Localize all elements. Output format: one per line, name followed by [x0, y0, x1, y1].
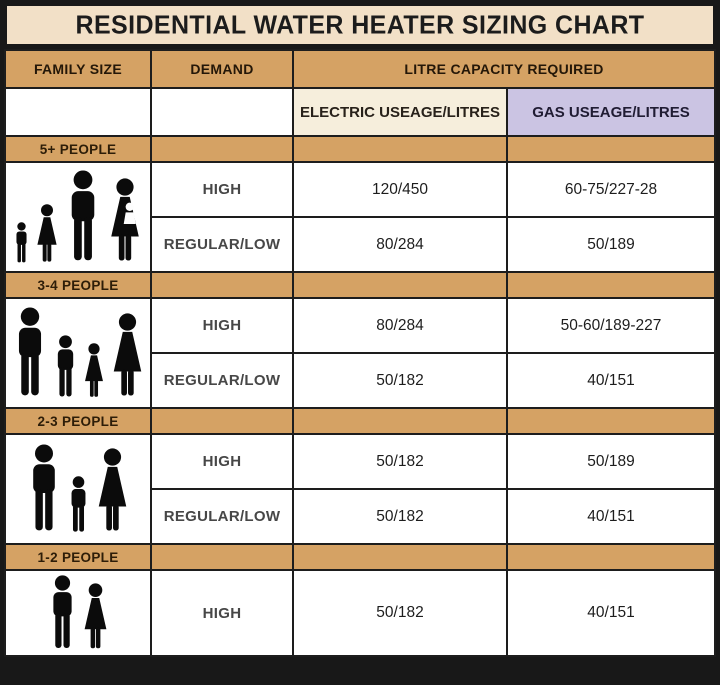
band-row-5plus: 5+ PEOPLE: [4, 135, 716, 163]
band-row-2-3: 2-3 PEOPLE: [4, 407, 716, 435]
person-man-icon: [11, 307, 49, 399]
band-spacer: [506, 407, 716, 435]
person-man-icon: [63, 170, 103, 264]
person-woman-icon: [109, 313, 146, 399]
table-row: HIGH 80/284 50-60/189-227: [4, 297, 716, 409]
demand-cell: HIGH: [150, 569, 294, 657]
person-man-icon: [47, 575, 78, 651]
electric-value-cell: 50/182: [292, 433, 508, 490]
person-girl-icon: [34, 204, 60, 264]
band-row-3-4: 3-4 PEOPLE: [4, 271, 716, 299]
family-size-band-label: 2-3 PEOPLE: [4, 407, 152, 435]
table-row: HIGH 50/182 50/189: [4, 433, 716, 545]
table-row: HIGH 120/450 60-75/227-28: [4, 161, 716, 273]
demand-cell: HIGH: [150, 297, 294, 354]
electric-value-cell: 50/182: [292, 569, 508, 657]
band-spacer: [150, 543, 294, 571]
subheader-gas: GAS USEAGE/LITRES: [506, 87, 716, 137]
electric-value-cell: 50/182: [292, 488, 508, 545]
person-toddler-icon: [12, 222, 31, 264]
band-spacer: [150, 135, 294, 163]
header-row: FAMILY SIZE DEMAND LITRE CAPACITY REQUIR…: [4, 49, 716, 89]
table-row: REGULAR/LOW 50/182 40/151: [5, 488, 716, 545]
gas-value-cell: 50/189: [506, 216, 716, 273]
demand-cell: HIGH: [150, 161, 294, 218]
band-spacer: [150, 271, 294, 299]
person-woman-icon: [81, 583, 110, 651]
family-2-3-icon: [6, 444, 150, 534]
band-spacer: [150, 407, 294, 435]
gas-value-cell: 50/189: [506, 433, 716, 490]
page-title: RESIDENTIAL WATER HEATER SIZING CHART: [75, 9, 645, 40]
band-spacer: [506, 543, 716, 571]
chart-title-bar: RESIDENTIAL WATER HEATER SIZING CHART: [5, 4, 715, 46]
electric-value-cell: 80/284: [292, 297, 508, 354]
person-woman-icon: [94, 448, 131, 534]
family-size-band-label: 5+ PEOPLE: [4, 135, 152, 163]
band-spacer: [292, 271, 508, 299]
table-row: HIGH 50/182 40/151: [4, 569, 716, 657]
subheader-row: ELECTRIC USEAGE/LITRES GAS USEAGE/LITRES: [4, 87, 716, 137]
family-1-2-icon: [6, 575, 150, 651]
family-icon-cell: [4, 569, 152, 657]
demand-cell: REGULAR/LOW: [150, 488, 294, 545]
band-row-1-2: 1-2 PEOPLE: [4, 543, 716, 571]
gas-value-cell: 50-60/189-227: [506, 297, 716, 354]
family-icon-cell: [4, 433, 152, 545]
person-boy-icon: [66, 476, 91, 534]
person-boy-icon: [52, 335, 79, 399]
electric-value-cell: 80/284: [292, 216, 508, 273]
demand-cell: REGULAR/LOW: [150, 352, 294, 409]
family-3-4-icon: [6, 307, 150, 399]
band-spacer: [506, 135, 716, 163]
electric-value-cell: 120/450: [292, 161, 508, 218]
band-spacer: [292, 135, 508, 163]
gas-value-cell: 40/151: [506, 488, 716, 545]
family-size-band-label: 3-4 PEOPLE: [4, 271, 152, 299]
family-icon-cell: [4, 161, 152, 273]
band-spacer: [506, 271, 716, 299]
demand-cell: REGULAR/LOW: [150, 216, 294, 273]
demand-cell: HIGH: [150, 433, 294, 490]
table-row: REGULAR/LOW 50/182 40/151: [5, 352, 716, 409]
family-icon-cell: [4, 297, 152, 409]
header-demand: DEMAND: [150, 49, 294, 89]
gas-value-cell: 40/151: [506, 352, 716, 409]
gas-value-cell: 60-75/227-28: [506, 161, 716, 218]
subheader-spacer-family: [4, 87, 152, 137]
subheader-electric: ELECTRIC USEAGE/LITRES: [292, 87, 508, 137]
table-row: REGULAR/LOW 80/284 50/189: [5, 216, 716, 273]
subheader-spacer-demand: [150, 87, 294, 137]
gas-value-cell: 40/151: [506, 569, 716, 657]
electric-value-cell: 50/182: [292, 352, 508, 409]
header-family-size: FAMILY SIZE: [4, 49, 152, 89]
person-woman-with-baby-icon: [106, 178, 144, 264]
header-capacity: LITRE CAPACITY REQUIRED: [292, 49, 716, 89]
family-size-band-label: 1-2 PEOPLE: [4, 543, 152, 571]
sizing-table: FAMILY SIZE DEMAND LITRE CAPACITY REQUIR…: [4, 49, 716, 657]
band-spacer: [292, 407, 508, 435]
person-man-icon: [25, 444, 63, 534]
person-girl-icon: [82, 343, 106, 399]
family-5plus-icon: [6, 170, 150, 264]
band-spacer: [292, 543, 508, 571]
